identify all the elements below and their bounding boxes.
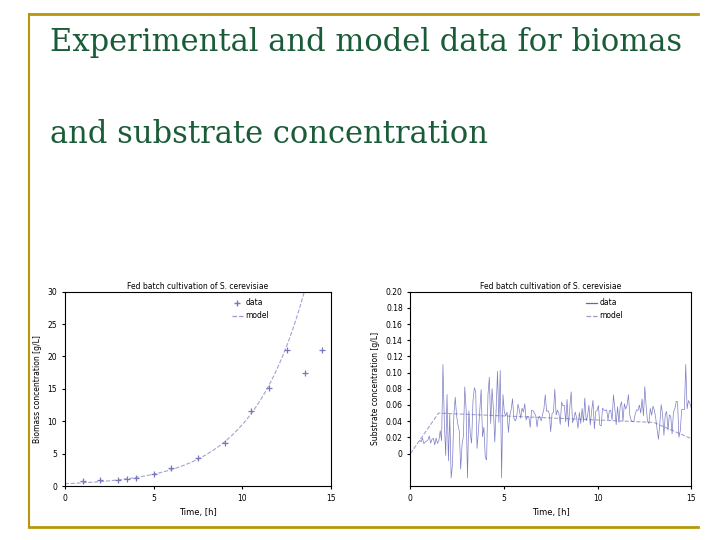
Text: Experimental and model data for biomas: Experimental and model data for biomas [50,27,683,58]
Legend: data, model: data, model [582,295,626,323]
Text: and substrate concentration: and substrate concentration [50,119,488,150]
X-axis label: Time, [h]: Time, [h] [179,508,217,517]
Legend: data, model: data, model [228,295,272,323]
Y-axis label: Substrate concentration [g/L]: Substrate concentration [g/L] [372,332,380,446]
X-axis label: Time, [h]: Time, [h] [532,508,570,517]
Title: Fed batch cultivation of S. cerevisiae: Fed batch cultivation of S. cerevisiae [127,282,269,291]
Y-axis label: Biomass concentration [g/L]: Biomass concentration [g/L] [33,335,42,443]
Title: Fed batch cultivation of S. cerevisiae: Fed batch cultivation of S. cerevisiae [480,282,621,291]
